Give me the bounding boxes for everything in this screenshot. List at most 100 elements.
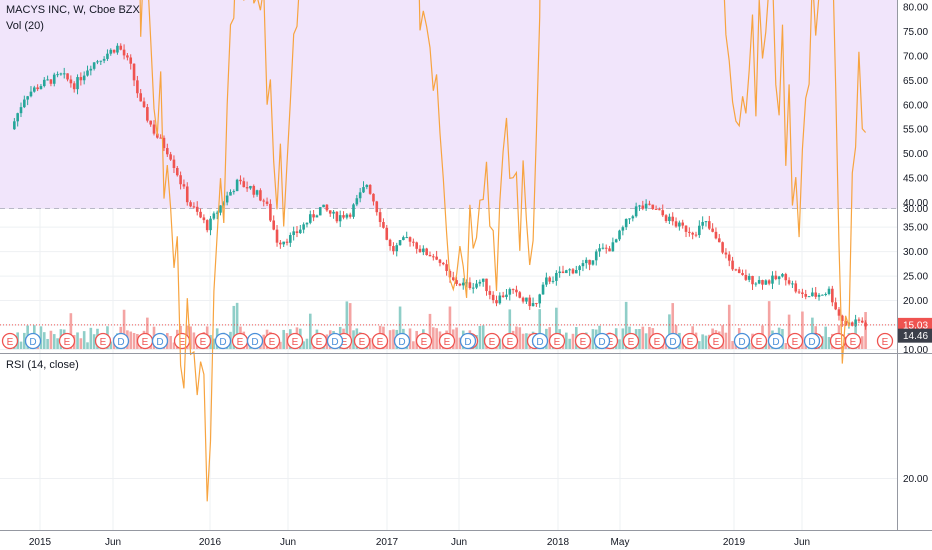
dividend-marker[interactable]: D xyxy=(24,332,42,350)
dividend-marker-circle xyxy=(531,332,549,350)
candle-body xyxy=(195,206,199,212)
candle-body xyxy=(122,49,126,56)
dividend-marker-circle xyxy=(393,332,411,350)
earnings-marker[interactable]: E xyxy=(648,332,666,350)
volume-bar xyxy=(668,314,671,349)
dividend-marker[interactable]: D xyxy=(593,332,611,350)
candle-body xyxy=(96,61,99,63)
candle-body xyxy=(23,99,26,108)
earnings-marker[interactable]: E xyxy=(415,332,433,350)
earnings-marker[interactable]: E xyxy=(371,332,389,350)
candle-body xyxy=(185,186,189,203)
earnings-marker[interactable]: E xyxy=(438,332,456,350)
volume-bar xyxy=(568,338,571,349)
earnings-marker[interactable]: E xyxy=(136,332,154,350)
dividend-marker[interactable]: D xyxy=(767,332,785,350)
earnings-marker[interactable]: E xyxy=(483,332,501,350)
candle-body xyxy=(358,192,362,199)
dividend-marker[interactable]: D xyxy=(151,332,169,350)
earnings-marker[interactable]: E xyxy=(353,332,371,350)
earnings-marker[interactable]: E xyxy=(173,332,191,350)
earnings-marker-label: E xyxy=(654,337,661,348)
dividend-marker[interactable]: D xyxy=(459,332,477,350)
dividend-marker[interactable]: D xyxy=(803,332,821,350)
candle-body xyxy=(508,289,512,295)
candle-body xyxy=(561,271,565,274)
candle-body xyxy=(678,222,681,227)
candle-body xyxy=(488,291,492,295)
candle-body xyxy=(864,322,867,327)
volume-bar xyxy=(79,338,83,349)
rsi-overbought-oversold-band xyxy=(0,0,897,209)
dividend-marker[interactable]: D xyxy=(733,332,751,350)
volume-bar xyxy=(701,334,704,349)
volume-bar xyxy=(308,313,312,349)
candle-body xyxy=(92,62,96,69)
earnings-marker[interactable]: E xyxy=(548,332,566,350)
candle-body xyxy=(418,248,422,253)
earnings-marker[interactable]: E xyxy=(94,332,112,350)
earnings-marker[interactable]: E xyxy=(786,332,804,350)
earnings-marker[interactable]: E xyxy=(263,332,281,350)
earnings-marker[interactable]: E xyxy=(231,332,249,350)
candle-body xyxy=(584,259,588,264)
dividend-marker[interactable]: D xyxy=(246,332,264,350)
volume-bar xyxy=(498,338,502,349)
earnings-marker[interactable]: E xyxy=(194,332,212,350)
candle-body xyxy=(468,282,472,289)
earnings-marker-label: E xyxy=(882,337,889,348)
candle-body xyxy=(146,107,149,121)
candle-body xyxy=(727,254,731,261)
volume-bar xyxy=(56,338,59,349)
volume-bar xyxy=(69,313,73,349)
candle-body xyxy=(149,120,152,125)
candles[interactable] xyxy=(13,43,867,330)
earnings-marker-circle xyxy=(681,332,699,350)
earnings-marker[interactable]: E xyxy=(286,332,304,350)
earnings-marker-circle xyxy=(622,332,640,350)
earnings-marker[interactable]: E xyxy=(501,332,519,350)
candle-body xyxy=(59,73,63,75)
volume-bar xyxy=(89,327,93,349)
chart-title: MACYS INC, W, Cboe BZX xyxy=(6,4,140,16)
earnings-marker[interactable]: E xyxy=(622,332,640,350)
candle-body xyxy=(328,210,332,214)
candle-body xyxy=(29,91,33,97)
candle-body xyxy=(252,185,256,195)
earnings-marker[interactable]: E xyxy=(1,332,19,350)
volume-bar xyxy=(192,332,196,349)
candle-body xyxy=(385,227,389,240)
earnings-marker[interactable]: E xyxy=(681,332,699,350)
dividend-marker[interactable]: D xyxy=(531,332,549,350)
earnings-marker[interactable]: E xyxy=(844,332,862,350)
dividend-marker-label: D xyxy=(331,337,338,348)
volume-bar xyxy=(428,313,432,349)
candle-body xyxy=(521,297,525,302)
earnings-marker[interactable]: E xyxy=(574,332,592,350)
candle-body xyxy=(511,289,515,291)
volume-bar xyxy=(731,341,734,349)
earnings-marker[interactable]: E xyxy=(58,332,76,350)
volume-bar xyxy=(525,333,528,349)
earnings-marker[interactable]: E xyxy=(707,332,725,350)
volume-bar xyxy=(132,333,136,349)
last-price-badge-bg xyxy=(898,317,932,332)
dividend-marker[interactable]: D xyxy=(326,332,344,350)
earnings-marker-label: E xyxy=(554,337,561,348)
earnings-marker[interactable]: E xyxy=(876,332,894,350)
earnings-marker[interactable]: E xyxy=(750,332,768,350)
dividend-marker[interactable]: D xyxy=(664,332,682,350)
earnings-marker-circle xyxy=(707,332,725,350)
volume-legend: Vol (20) xyxy=(6,20,44,32)
dividend-marker[interactable]: D xyxy=(112,332,130,350)
candle-body xyxy=(56,74,59,76)
dividend-marker[interactable]: D xyxy=(214,332,232,350)
candle-body xyxy=(86,70,89,76)
time-tick-label: Jun xyxy=(794,537,810,548)
volume-bar xyxy=(624,301,628,349)
earnings-marker[interactable]: E xyxy=(310,332,328,350)
price-tick-label: 10.00 xyxy=(903,345,928,356)
dividend-marker[interactable]: D xyxy=(393,332,411,350)
event-markers[interactable]: EEEEEEEEEEEEEEEEEEEEEEEEEEEEEEEEDDDDDDDD… xyxy=(1,332,894,350)
